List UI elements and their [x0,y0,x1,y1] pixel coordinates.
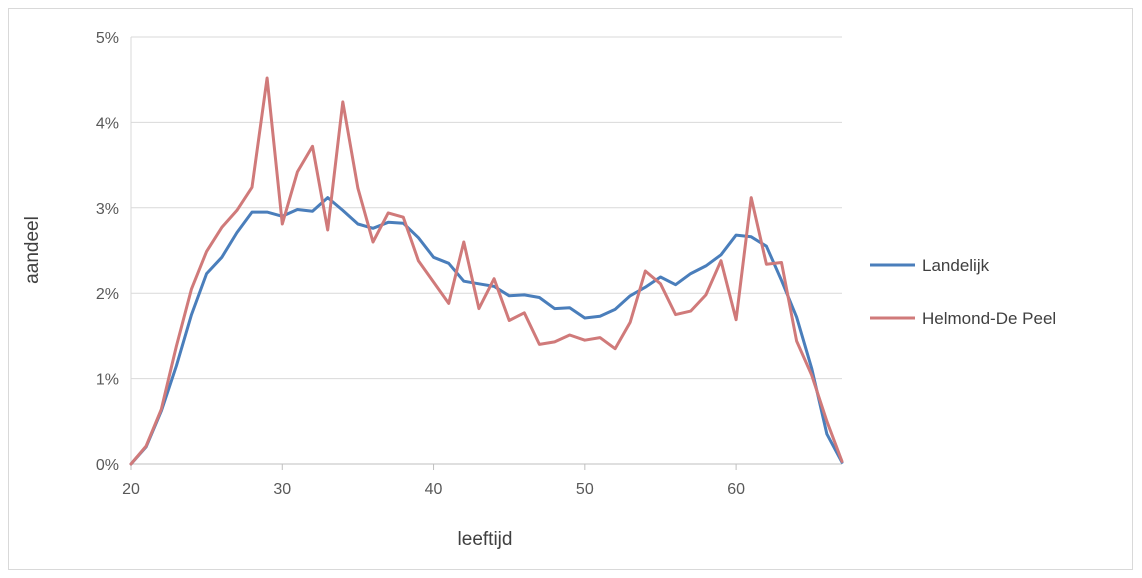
y-tick-label: 1% [96,372,119,389]
legend-label: Landelijk [922,256,990,275]
series-group [129,76,844,466]
tick-labels: 0% 1% 2% 3% 4% 5% 20 30 40 50 60 [96,30,745,498]
series-line-helmond-de-peel [129,76,844,466]
legend: Landelijk Helmond-De Peel [870,256,1056,328]
x-tick-label: 20 [122,481,140,498]
chart-frame [8,8,1133,570]
x-tick-label: 40 [425,481,443,498]
y-tick-label: 3% [96,201,119,218]
x-axis-title: leeftijd [458,529,513,550]
legend-label: Helmond-De Peel [922,309,1056,328]
x-tick-label: 50 [576,481,594,498]
y-axis-title: aandeel [22,216,43,284]
gridlines [131,36,842,465]
y-tick-label: 2% [96,286,119,303]
x-tick-label: 60 [727,481,745,498]
y-tick-label: 4% [96,115,119,132]
axes [130,37,842,470]
x-tick-label: 30 [273,481,291,498]
y-tick-label: 5% [96,30,119,47]
series-line-landelijk [129,196,844,466]
y-tick-label: 0% [96,457,119,474]
